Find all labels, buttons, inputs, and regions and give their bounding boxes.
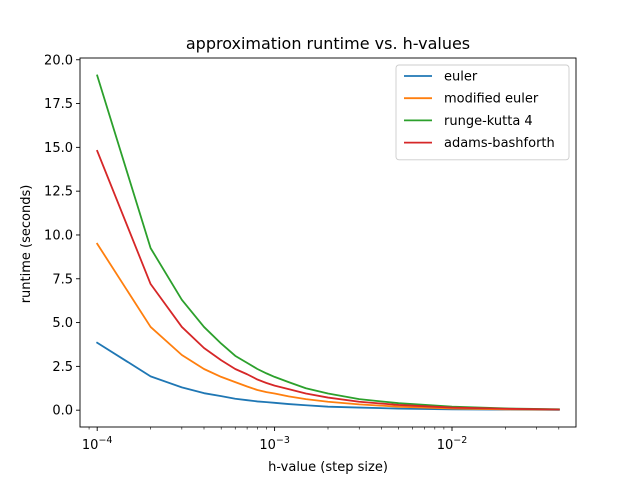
series-line-modified-euler	[95, 242, 560, 411]
y-tick-label: 0.0	[52, 404, 73, 419]
legend-label: euler	[444, 70, 478, 85]
series-line-adams-bashforth	[96, 149, 560, 411]
x-tick-label: 10−4	[82, 435, 113, 453]
y-tick-label: 17.5	[44, 97, 73, 112]
x-tick-label: 10−3	[259, 435, 290, 453]
y-tick-label: 2.5	[52, 360, 73, 375]
x-axis-label: h-value (step size)	[268, 460, 388, 475]
plot-area: 0.0 2.5 5.0 7.5 10.0 12.5 15.0 17.5 20.0 10−4 10−3…	[44, 53, 577, 453]
legend-label: runge-kutta 4	[444, 114, 533, 129]
x-tick-label: 10−2	[437, 435, 468, 453]
series-line-euler	[95, 341, 560, 411]
y-tick-label: 5.0	[52, 316, 73, 331]
series-line-runge-kutta-4	[96, 74, 560, 411]
y-tick-label: 20.0	[44, 53, 73, 68]
chart-title: approximation runtime vs. h-values	[186, 34, 470, 53]
legend-label: adams-bashforth	[444, 136, 555, 151]
y-axis-label: runtime (seconds)	[19, 185, 34, 304]
legend-label: modified euler	[444, 92, 539, 107]
axes-frame	[79, 57, 577, 428]
y-tick-label: 10.0	[44, 228, 73, 243]
y-tick-label: 15.0	[44, 141, 73, 156]
y-tick-label: 7.5	[52, 272, 73, 287]
y-tick-label: 12.5	[44, 185, 73, 200]
legend-box	[395, 64, 570, 161]
